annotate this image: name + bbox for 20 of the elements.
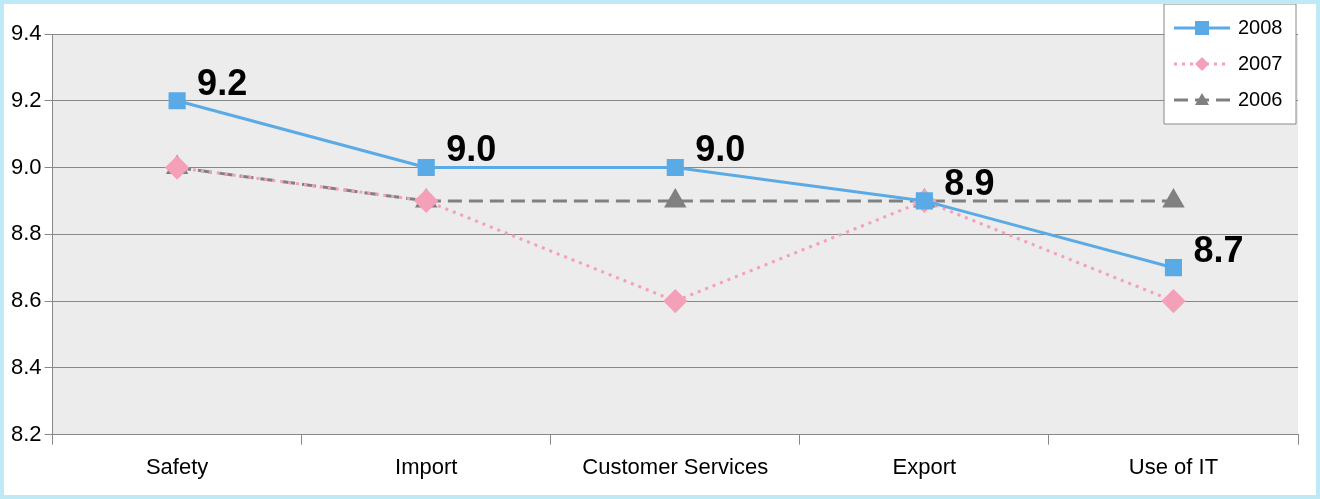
y-tick-label: 8.6 [10, 287, 42, 313]
data-label: 9.0 [446, 128, 497, 170]
legend-label: 2008 [1238, 15, 1283, 38]
y-tick-label: 9.0 [10, 153, 42, 179]
legend-label: 2006 [1238, 87, 1283, 110]
x-tick-label: Use of IT [1128, 453, 1219, 479]
data-label: 8.7 [1193, 228, 1244, 270]
y-tick-label: 8.8 [10, 220, 42, 246]
y-tick-label: 8.2 [10, 420, 42, 446]
data-label: 9.0 [695, 128, 746, 170]
legend-label: 2007 [1238, 51, 1283, 74]
x-tick-label: Customer Services [582, 453, 769, 479]
y-tick-label: 9.4 [10, 20, 42, 46]
y-tick-label: 8.4 [10, 353, 42, 379]
x-tick-label: Import [395, 453, 458, 479]
x-tick-label: Export [892, 453, 957, 479]
y-tick-label: 9.2 [10, 86, 42, 112]
x-tick-label: Safety [145, 453, 209, 479]
data-label: 9.2 [197, 61, 248, 103]
data-label: 8.9 [944, 161, 995, 203]
